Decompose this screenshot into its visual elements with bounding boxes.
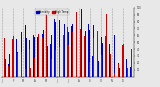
Bar xyxy=(52,27,53,77)
Bar xyxy=(126,60,127,77)
Bar xyxy=(25,25,26,77)
Bar xyxy=(85,31,86,77)
Bar xyxy=(56,24,57,77)
Bar xyxy=(106,55,107,77)
Bar xyxy=(4,42,5,77)
Bar xyxy=(3,56,4,77)
Bar xyxy=(11,67,12,77)
Bar xyxy=(72,24,73,77)
Bar xyxy=(89,30,90,77)
Bar xyxy=(77,9,78,77)
Bar xyxy=(93,25,94,77)
Bar xyxy=(38,42,39,77)
Bar xyxy=(54,19,55,77)
Bar xyxy=(102,43,103,77)
Bar xyxy=(131,49,132,77)
Bar xyxy=(110,60,111,77)
Bar xyxy=(58,9,59,77)
Bar xyxy=(59,20,60,77)
Bar xyxy=(17,52,18,77)
Bar xyxy=(87,63,88,77)
Bar xyxy=(97,45,98,77)
Bar xyxy=(130,67,131,77)
Bar xyxy=(132,32,133,77)
Bar xyxy=(68,32,69,77)
Bar xyxy=(71,26,72,77)
Legend: Humidity, High Temp: Humidity, High Temp xyxy=(35,9,69,15)
Bar xyxy=(79,36,80,77)
Bar xyxy=(33,35,34,77)
Bar xyxy=(80,35,81,77)
Bar xyxy=(67,40,68,77)
Bar xyxy=(83,18,84,77)
Bar xyxy=(50,44,51,77)
Bar xyxy=(81,9,82,77)
Bar xyxy=(75,16,76,77)
Bar xyxy=(122,62,123,77)
Bar xyxy=(34,37,35,77)
Bar xyxy=(42,33,43,77)
Bar xyxy=(105,48,106,77)
Bar xyxy=(128,49,129,77)
Bar xyxy=(21,32,22,77)
Bar xyxy=(5,59,6,77)
Bar xyxy=(30,68,31,77)
Bar xyxy=(124,61,125,77)
Bar xyxy=(9,54,10,77)
Bar xyxy=(29,40,30,77)
Bar xyxy=(118,63,119,77)
Bar xyxy=(101,37,102,77)
Bar xyxy=(55,22,56,77)
Bar xyxy=(114,35,115,77)
Bar xyxy=(76,23,77,77)
Bar xyxy=(7,60,8,77)
Bar xyxy=(48,39,49,77)
Bar xyxy=(13,50,14,77)
Bar xyxy=(60,13,61,77)
Bar xyxy=(63,41,64,77)
Bar xyxy=(46,52,47,77)
Bar xyxy=(64,24,65,77)
